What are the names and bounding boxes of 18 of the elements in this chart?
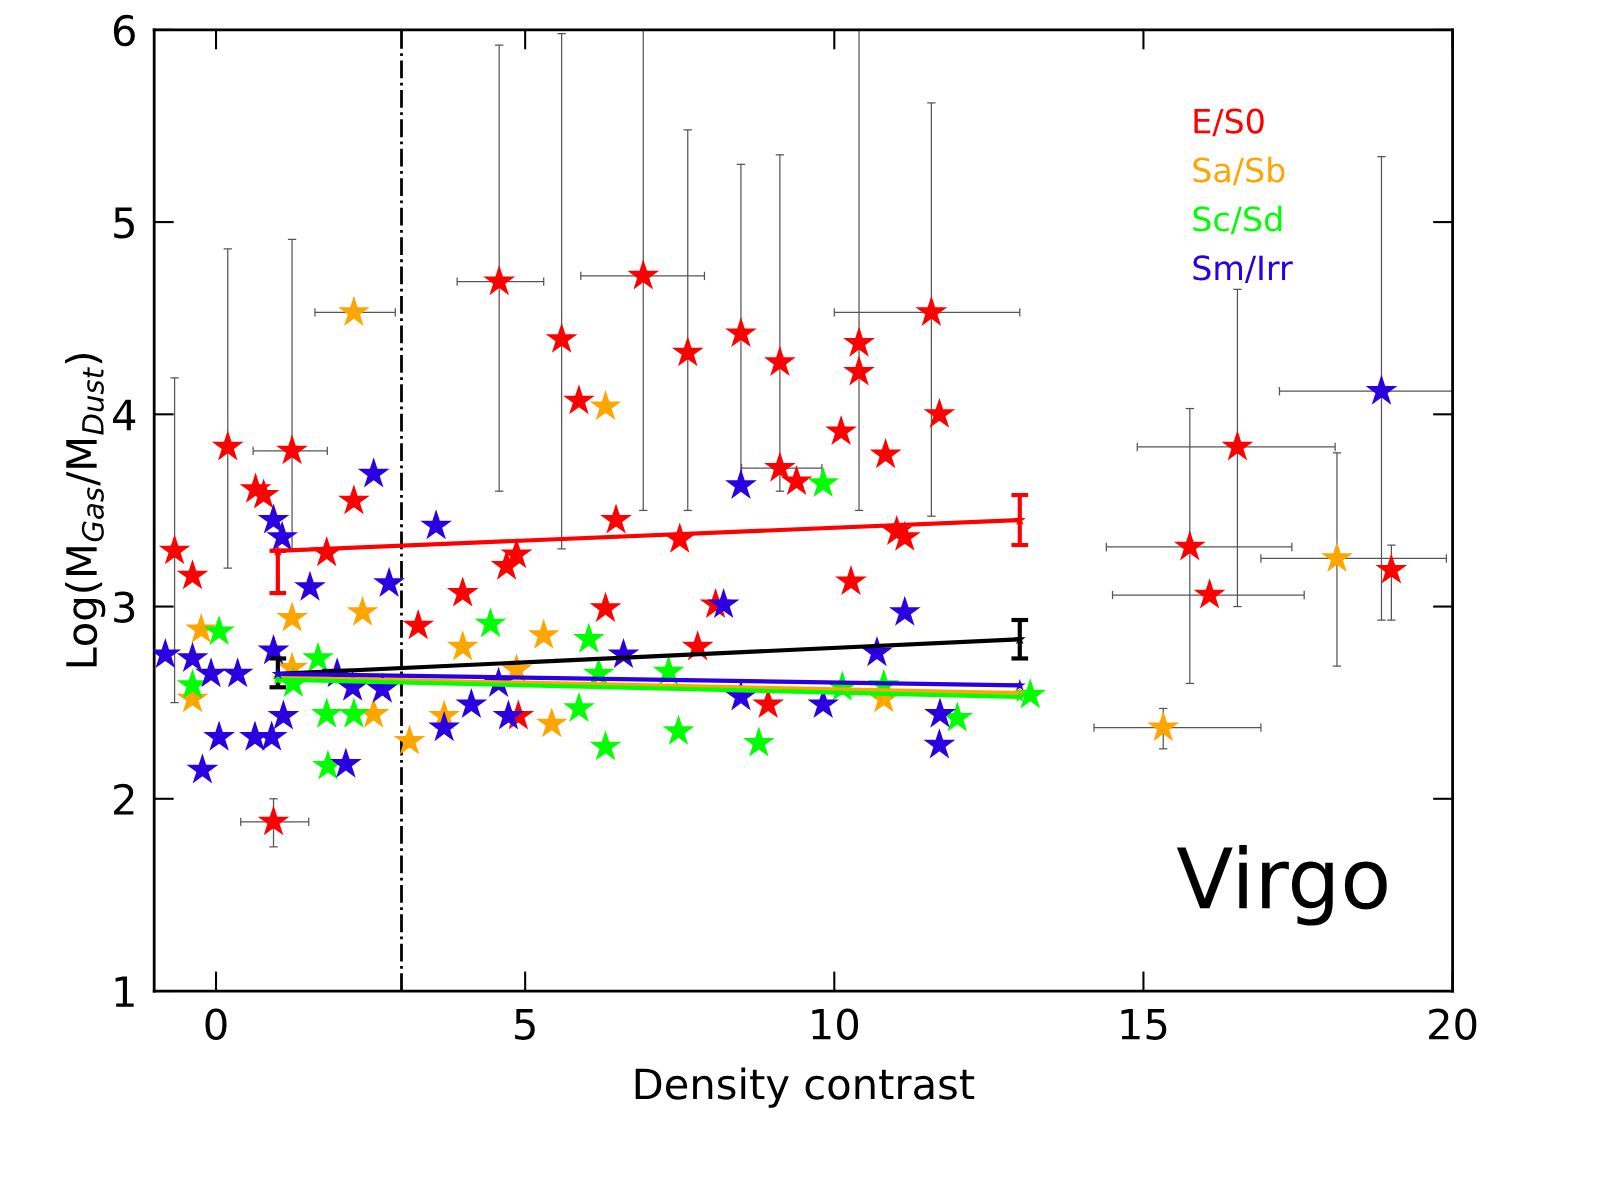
y-tick-label: 1 <box>115 976 134 1007</box>
text: Sa/Sb <box>1193 156 1285 186</box>
x-axis-title: Density contrast <box>635 1067 975 1108</box>
x-tick-label: 20 <box>1429 1008 1477 1040</box>
y-tick-label: 3 <box>114 591 135 623</box>
y-tick-label: 4 <box>113 399 136 431</box>
y-tick-label: 6 <box>113 14 135 47</box>
x-tick-label: 15 <box>1121 1008 1167 1040</box>
text: E/S0 <box>1194 108 1264 137</box>
y-tick-label: 2 <box>114 783 134 815</box>
x-tick-label: 10 <box>812 1008 859 1040</box>
annotation: Virgo <box>1176 844 1387 926</box>
y-tick-label: 5 <box>114 207 134 239</box>
text: Sm/Irr <box>1193 255 1293 284</box>
x-tick-label: 5 <box>515 1008 535 1040</box>
text: Sc/Sd <box>1193 205 1282 235</box>
y-axis-title: Log(M$_{Gas}$/M$_{Dust}$) <box>65 354 106 667</box>
x-tick-label: 0 <box>205 1008 227 1040</box>
